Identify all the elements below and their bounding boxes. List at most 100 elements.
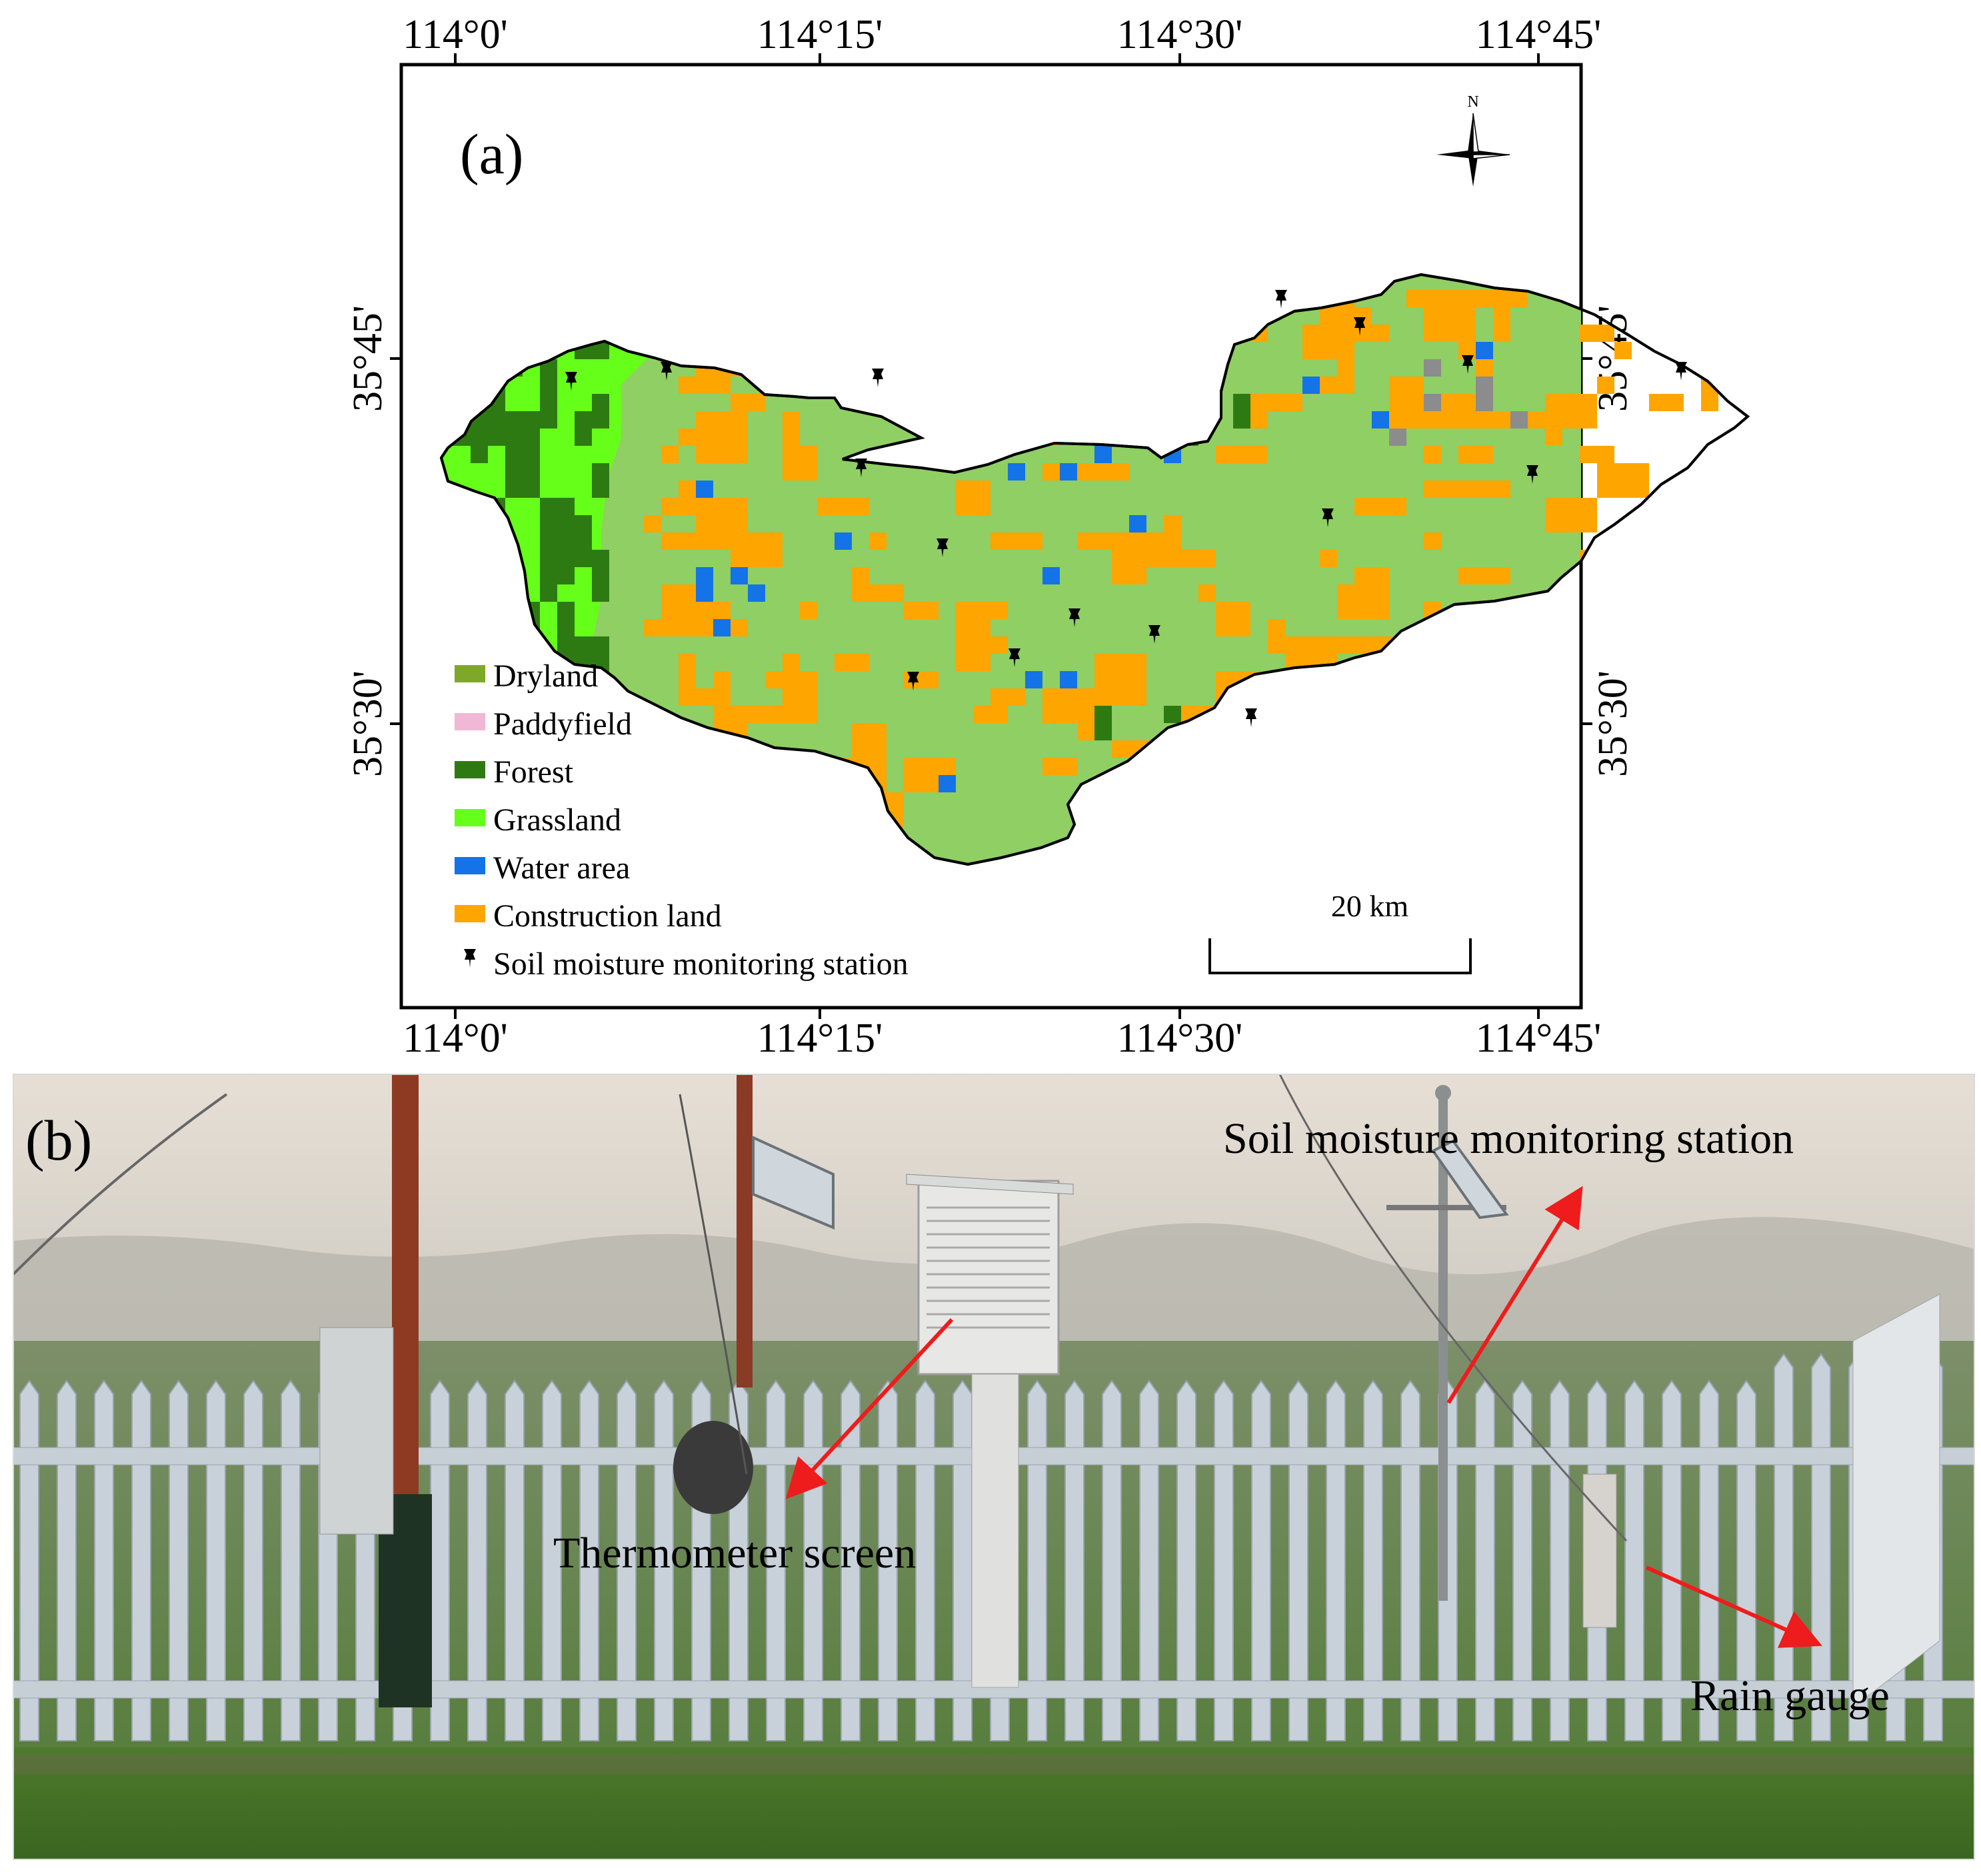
construction-cell [1250, 394, 1302, 411]
water-cell [696, 480, 713, 498]
lon-label-top-2: 114°15' [757, 12, 883, 57]
construction-cell [1580, 636, 1632, 654]
construction-cell [1476, 480, 1510, 498]
legend-label-grassland: Grassland [493, 802, 621, 838]
lat-label-left-1: 35°45' [345, 305, 391, 412]
station-photo [13, 1074, 1974, 1859]
construction-cell [1268, 619, 1285, 654]
construction-cell [1684, 706, 1701, 723]
water-cell [939, 775, 956, 792]
station-pushpin-icon [937, 538, 949, 557]
construction-cell [1406, 377, 1424, 394]
station-pushpin-icon [907, 672, 919, 690]
station-pushpin-icon [1275, 290, 1287, 309]
forest-cell [471, 446, 488, 463]
construction-cell [1684, 636, 1701, 671]
construction-cell [1545, 394, 1580, 411]
other-cell [1389, 429, 1406, 446]
construction-cell [765, 671, 817, 688]
construction-cell [1701, 723, 1748, 758]
forest-cell [592, 550, 609, 602]
construction-cell [1129, 532, 1146, 550]
north-arrow-icon: N [1436, 93, 1510, 187]
station-pushpin-icon [1354, 317, 1366, 336]
construction-cell [852, 723, 887, 758]
construction-cell [1545, 498, 1597, 532]
construction-cell [1389, 377, 1406, 394]
lon-label-bottom-2: 114°15' [757, 1016, 883, 1061]
lon-label-bottom-3: 114°30' [1117, 1016, 1243, 1061]
svg-text:N: N [1467, 93, 1478, 111]
construction-cell [1008, 532, 1042, 550]
construction-cell [973, 706, 1008, 723]
construction-cell [1441, 394, 1476, 411]
construction-cell [956, 654, 991, 671]
lon-label-top-1: 114°0' [403, 12, 508, 57]
construction-cell [1614, 775, 1666, 810]
construction-cell [1094, 688, 1146, 706]
water-cell [1008, 463, 1025, 480]
station-pushpin-icon [855, 459, 867, 477]
construction-cell [869, 532, 887, 550]
construction-cell [1701, 810, 1718, 827]
lon-label-bottom-4: 114°45' [1476, 1016, 1602, 1061]
scale-label: 20 km [1331, 889, 1409, 923]
construction-cell [1632, 567, 1684, 602]
arrow-thermometer-screen [785, 1318, 954, 1499]
legend-label-dryland: Dryland [493, 658, 598, 694]
annotation-thermometer-screen: Thermometer screen [553, 1529, 916, 1577]
construction-cell [1077, 723, 1094, 740]
scale-bar: 20 km [1208, 889, 1472, 974]
construction-cell [644, 515, 661, 532]
construction-cell [1580, 446, 1614, 463]
forest-cell [1233, 394, 1250, 429]
arrow-rain-gauge [1645, 1565, 1822, 1648]
construction-cell [1441, 290, 1493, 307]
station-pushpin-icon [1008, 648, 1020, 667]
construction-cell [817, 498, 869, 515]
forest-cell [540, 515, 557, 567]
water-cell [1060, 463, 1077, 480]
construction-cell [731, 532, 783, 550]
construction-cell [1701, 688, 1736, 706]
legend-label-water: Water area [493, 850, 630, 886]
legend-swatch-paddyfield [455, 713, 485, 730]
water-cell [713, 619, 731, 636]
lat-label-right-2: 35°30' [1590, 670, 1636, 777]
legend-swatch-water [455, 857, 485, 874]
construction-cell [1597, 550, 1632, 584]
construction-cell [1545, 429, 1562, 446]
construction-cell [1493, 290, 1528, 307]
forest-cell [523, 411, 557, 429]
forest-cell [523, 463, 540, 498]
construction-cell [991, 688, 1025, 706]
construction-cell [1424, 480, 1476, 498]
construction-cell [852, 567, 869, 602]
construction-cell [973, 602, 991, 619]
construction-cell [1354, 498, 1406, 515]
legend-label-construction: Construction land [493, 898, 722, 934]
forest-cell [575, 411, 592, 446]
station-pushpin-icon [661, 362, 673, 381]
construction-cell [679, 377, 731, 394]
construction-cell [1718, 827, 1748, 844]
panel-b-photo: (b) Soil moisture monitoring station The… [13, 1074, 1975, 1860]
construction-cell [644, 619, 679, 636]
station-pushpin-icon [1526, 465, 1538, 484]
construction-cell [1216, 602, 1250, 636]
legend-swatch-construction [455, 905, 485, 922]
construction-cell [696, 498, 748, 532]
construction-cell [973, 636, 1008, 654]
legend-swatch-grassland [455, 809, 485, 826]
other-cell [1424, 394, 1441, 411]
water-cell [1025, 671, 1042, 688]
water-cell [748, 584, 765, 602]
water-cell [1094, 446, 1112, 463]
annotation-soil-station: Soil moisture monitoring station [1223, 1114, 1794, 1163]
forest-cell [592, 463, 609, 498]
construction-cell [661, 446, 679, 463]
construction-cell [1320, 550, 1337, 567]
construction-cell [1094, 532, 1112, 550]
construction-cell [1042, 758, 1077, 775]
